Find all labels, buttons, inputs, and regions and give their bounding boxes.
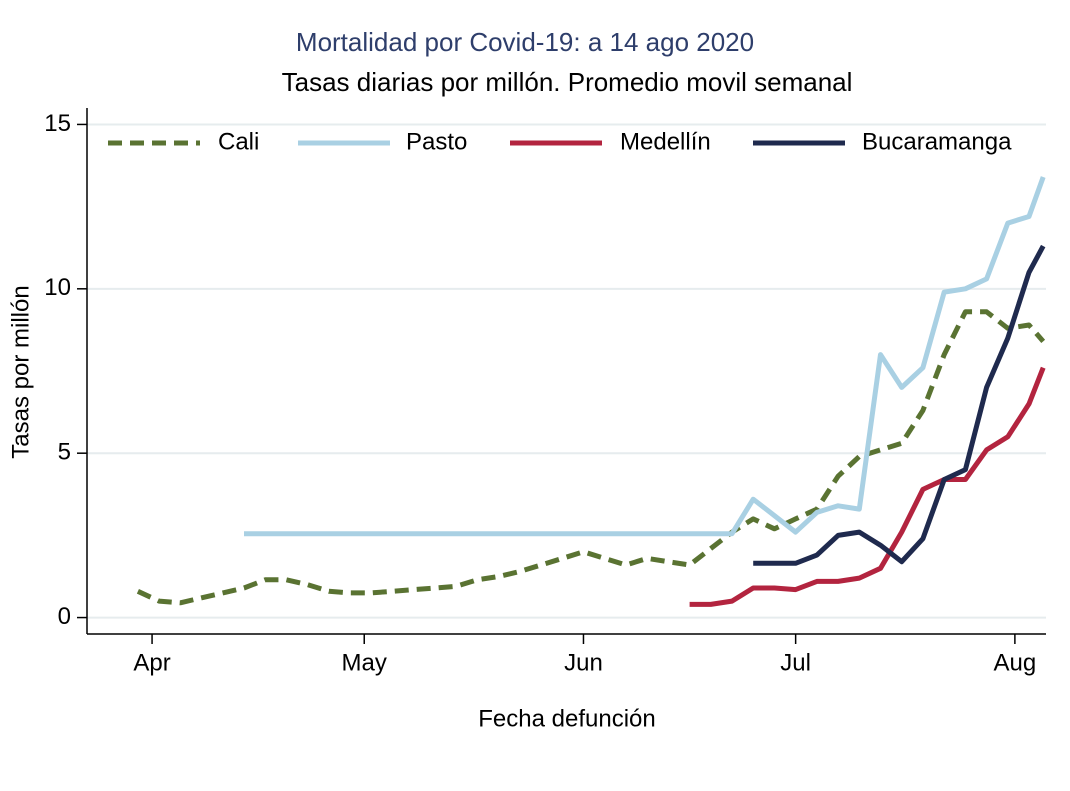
chart-subtitle: Tasas diarias por millón. Promedio movil… [282, 67, 853, 97]
y-axis-label: Tasas por millón [7, 285, 34, 458]
x-tick-label: Jun [564, 649, 603, 676]
legend-label: Medellín [620, 128, 711, 155]
x-tick-label: Apr [133, 649, 170, 676]
y-tick-label: 15 [44, 110, 71, 137]
y-tick-label: 10 [44, 274, 71, 301]
legend-label: Cali [218, 128, 259, 155]
x-tick-label: May [342, 649, 387, 676]
y-tick-label: 5 [58, 439, 71, 466]
legend-label: Bucaramanga [862, 128, 1012, 155]
x-tick-label: Aug [994, 649, 1037, 676]
x-tick-label: Jul [780, 649, 811, 676]
series-line [753, 244, 1046, 566]
chart-title: Mortalidad por Covid-19: a 14 ago 2020 [296, 27, 754, 57]
y-tick-label: 0 [58, 603, 71, 630]
legend-label: Pasto [406, 128, 467, 155]
series-line [689, 366, 1046, 607]
series-line [136, 309, 1046, 606]
series-line [244, 176, 1046, 537]
x-axis-label: Fecha defunción [478, 705, 655, 732]
